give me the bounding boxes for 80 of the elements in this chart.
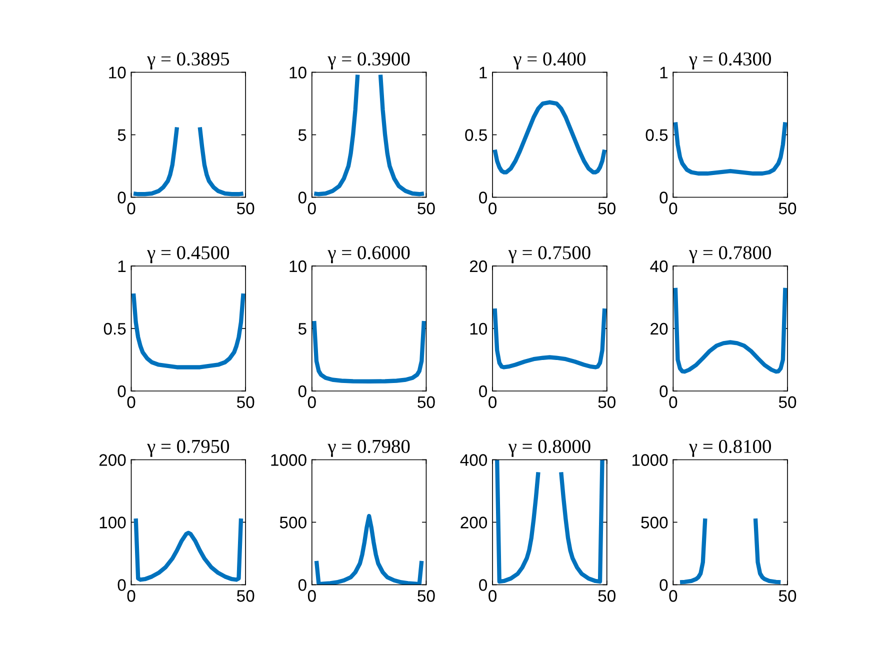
y-tick-label: 0 (479, 579, 488, 591)
y-tick-label: 100 (100, 516, 126, 528)
x-tick-label: 50 (236, 590, 254, 602)
x-tick-label: 50 (778, 590, 796, 602)
y-tick-label: 0 (298, 385, 306, 398)
y-tick-label: 1000 (271, 454, 306, 466)
y-tick-label: 5 (298, 129, 306, 141)
y-tick-label: 0 (118, 579, 126, 591)
x-tick-label: 0 (308, 590, 316, 602)
chart-title: γ = 0.4300 (688, 52, 771, 70)
y-tick-label: 10 (470, 322, 488, 335)
y-tick-label: 0 (118, 385, 126, 398)
chart-title: γ = 0.7800 (688, 246, 771, 264)
y-tick-label: 0 (660, 192, 668, 204)
y-tick-label: 40 (650, 260, 668, 272)
chart-title: γ = 0.6000 (328, 246, 410, 264)
line-series (492, 100, 607, 174)
y-tick-label: 200 (460, 516, 488, 528)
x-tick-label: 50 (598, 396, 616, 408)
x-tick-label: 0 (308, 202, 316, 214)
chart-title: γ = 0.4500 (147, 246, 230, 264)
y-tick-label: 0.5 (465, 129, 487, 141)
x-tick-label: 50 (418, 396, 435, 408)
y-tick-label: 0 (660, 385, 668, 398)
y-tick-label: 10 (109, 66, 126, 78)
x-tick-label: 50 (598, 202, 616, 214)
y-tick-label: 0.5 (646, 129, 668, 141)
line-series (131, 291, 246, 370)
line-series (314, 514, 424, 585)
y-tick-label: 1 (480, 66, 487, 78)
x-tick-label: 50 (778, 396, 796, 408)
y-tick-label: 20 (650, 322, 668, 335)
line-series (312, 318, 426, 384)
y-tick-label: 1 (118, 260, 126, 272)
y-tick-label: 5 (298, 323, 306, 335)
x-tick-label: 0 (127, 202, 136, 214)
chart-title: γ = 0.3895 (147, 52, 230, 70)
chart-title: γ = 0.8000 (508, 440, 590, 457)
x-tick-label: 50 (236, 396, 254, 408)
chart-title: γ = 0.8100 (688, 440, 771, 457)
y-tick-label: 1 (660, 66, 668, 78)
y-tick-label: 10 (290, 260, 306, 272)
chart-title: γ = 0.400 (513, 52, 586, 70)
chart-title: γ = 0.7950 (147, 440, 230, 457)
y-tick-label: 10 (290, 66, 306, 78)
line-series (673, 120, 788, 176)
x-tick-label: 0 (669, 396, 678, 408)
x-tick-label: 50 (418, 590, 435, 602)
x-tick-label: 0 (669, 590, 678, 602)
x-tick-label: 0 (669, 202, 678, 214)
line-series (673, 286, 788, 374)
y-tick-label: 5 (118, 129, 126, 141)
x-tick-label: 0 (308, 396, 316, 408)
y-tick-label: 0 (298, 192, 306, 204)
x-tick-label: 50 (236, 202, 254, 214)
chart-title: γ = 0.3900 (328, 52, 410, 70)
chart-title: γ = 0.7980 (328, 440, 410, 457)
y-tick-label: 500 (641, 516, 668, 528)
y-tick-label: 20 (470, 260, 488, 272)
x-tick-label: 0 (127, 590, 136, 602)
line-series (492, 306, 607, 370)
y-tick-label: 0 (298, 579, 306, 591)
x-tick-label: 50 (598, 590, 616, 602)
y-tick-label: 200 (99, 454, 126, 466)
line-series (134, 516, 244, 582)
y-tick-label: 0 (660, 579, 668, 591)
y-tick-label: 0 (479, 385, 488, 398)
x-tick-label: 50 (778, 202, 796, 214)
x-tick-label: 0 (488, 202, 497, 214)
y-tick-label: 1000 (632, 454, 668, 466)
y-tick-label: 500 (280, 516, 306, 528)
y-tick-label: 400 (460, 454, 488, 466)
x-tick-label: 0 (488, 590, 497, 602)
x-tick-label: 0 (127, 396, 136, 408)
chart-title: γ = 0.7500 (508, 246, 590, 264)
y-tick-label: 0 (479, 192, 488, 204)
x-tick-label: 0 (488, 396, 497, 408)
y-tick-label: 0 (118, 192, 126, 204)
y-tick-label: 0.5 (104, 322, 126, 335)
x-tick-label: 50 (418, 202, 435, 214)
